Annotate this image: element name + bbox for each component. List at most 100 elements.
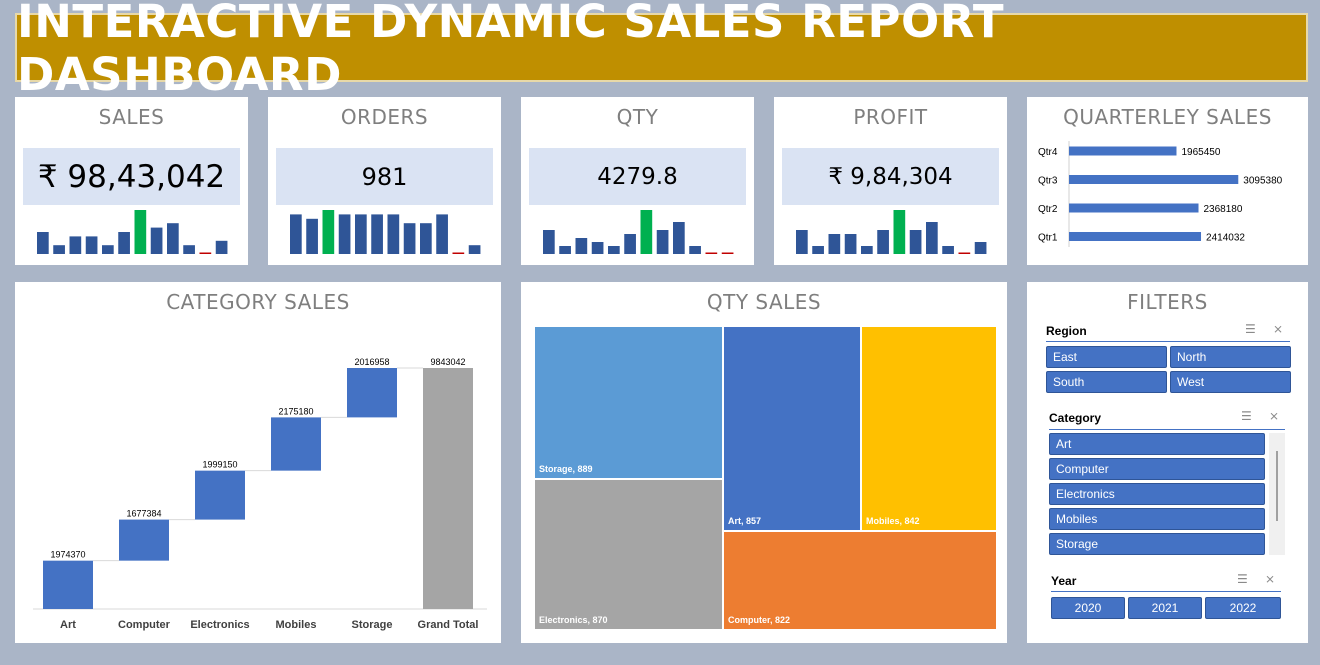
- category-data-label: 1974370: [50, 550, 85, 560]
- profit-sparkline-bar: [942, 246, 954, 254]
- category-option-electronics[interactable]: Electronics: [1049, 483, 1265, 505]
- category-option-art[interactable]: Art: [1049, 433, 1265, 455]
- multi-select-icon[interactable]: ☰: [1245, 322, 1256, 336]
- qty-sparkline-bar: [689, 246, 701, 254]
- profit-sparkline-bar: [958, 252, 971, 254]
- category-option-mobiles[interactable]: Mobiles: [1049, 508, 1265, 530]
- clear-filter-icon[interactable]: ⨯: [1273, 322, 1284, 336]
- profit-sparkline-bar: [926, 222, 938, 254]
- category-option-storage[interactable]: Storage: [1049, 533, 1265, 555]
- orders-sparkline-bar: [452, 252, 465, 254]
- year-option-2020[interactable]: 2020: [1051, 597, 1125, 619]
- treemap-storage: Storage, 889: [534, 326, 723, 479]
- orders-sparkline-bar: [371, 214, 383, 254]
- category-bar: [195, 470, 245, 520]
- qty-sparkline-bar: [721, 252, 734, 254]
- dashboard-title: INTERACTIVE DYNAMIC SALES REPORT DASHBOA…: [17, 0, 1005, 101]
- multi-select-icon[interactable]: ☰: [1237, 572, 1248, 586]
- category-option-computer[interactable]: Computer: [1049, 458, 1265, 480]
- qty-sparkline-bar: [656, 230, 669, 254]
- orders-sparkline-bar: [403, 223, 416, 254]
- sales-sparkline-bar: [150, 227, 163, 254]
- category-data-label: 9843042: [430, 357, 465, 367]
- category-bar: [119, 519, 169, 561]
- year-slicer-label: Year: [1051, 574, 1077, 588]
- treemap-art-label: Art, 857: [728, 516, 762, 526]
- category-tick-label: Electronics: [190, 619, 249, 631]
- category-slicer-label: Category: [1049, 411, 1102, 425]
- category-tick-label: Mobiles: [276, 619, 317, 631]
- orders-sparkline-bar: [420, 223, 432, 254]
- year-option-2021[interactable]: 2021: [1128, 597, 1202, 619]
- sales-title: SALES: [98, 105, 165, 129]
- sales-sparkline-bar: [183, 245, 195, 254]
- orders-sparkline-bar: [306, 218, 318, 254]
- sales-card: SALES ₹ 98,43,042: [15, 97, 248, 265]
- quarterly-bar: [1069, 175, 1239, 184]
- category-scrollbar[interactable]: [1269, 433, 1285, 555]
- qty-sales-title: QTY SALES: [706, 290, 822, 314]
- scrollbar-thumb[interactable]: [1276, 451, 1278, 521]
- profit-title: PROFIT: [853, 105, 928, 129]
- sales-sparkline-bar: [118, 232, 130, 254]
- quarterly-bar: [1069, 203, 1199, 213]
- category-bar: [271, 417, 321, 471]
- region-option-west[interactable]: West: [1170, 371, 1291, 393]
- qty-sparkline: [543, 210, 734, 254]
- category-bar: [347, 368, 397, 418]
- qty-sparkline-bar: [673, 222, 685, 254]
- sales-sparkline-bar: [85, 236, 98, 254]
- category-sales-chart: 1974370 Art 1677384 Computer 1999150 Electron…: [33, 357, 487, 631]
- category-sales-title: CATEGORY SALES: [166, 290, 350, 314]
- quarterly-bar: [1069, 232, 1202, 241]
- orders-sparkline-bar: [436, 214, 448, 254]
- quarterly-tick-label: Qtr4: [1038, 147, 1058, 158]
- multi-select-icon[interactable]: ☰: [1241, 409, 1252, 423]
- orders-sparkline-bar: [290, 214, 302, 254]
- qty-sparkline-bar: [640, 210, 653, 254]
- sales-sparkline-bar: [102, 245, 114, 254]
- qty-card: QTY 4279.8: [521, 97, 754, 265]
- quarterly-data-label: 2414032: [1206, 233, 1245, 244]
- treemap-mobiles: Mobiles, 842: [861, 326, 997, 531]
- category-tick-label: Storage: [352, 619, 393, 631]
- year-divider: [1051, 591, 1281, 592]
- treemap-mobiles-label: Mobiles, 842: [866, 516, 920, 526]
- region-option-south[interactable]: South: [1046, 371, 1167, 393]
- orders-sparkline: [290, 210, 481, 254]
- profit-sparkline-bar: [796, 230, 808, 254]
- region-option-east[interactable]: East: [1046, 346, 1167, 368]
- sales-sparkline-bar: [215, 240, 228, 254]
- treemap-art: Art, 857: [723, 326, 861, 531]
- profit-value: ₹ 9,84,304: [782, 148, 999, 205]
- region-option-north[interactable]: North: [1170, 346, 1291, 368]
- qty-sparkline-bar: [559, 246, 571, 254]
- clear-filter-icon[interactable]: ⨯: [1269, 409, 1280, 423]
- title-banner: INTERACTIVE DYNAMIC SALES REPORT DASHBOA…: [15, 0, 1308, 101]
- filters-card: FILTERS Region ☰ ⨯ East North South West…: [1027, 282, 1308, 643]
- category-sales-card: CATEGORY SALES 1974370 Art 1677384 Computer…: [15, 282, 501, 643]
- qty-sparkline-bar: [575, 238, 588, 254]
- category-tick-label: Art: [60, 619, 76, 631]
- profit-sparkline-bar: [877, 230, 889, 254]
- profit-card: PROFIT ₹ 9,84,304: [774, 97, 1007, 265]
- filters-title: FILTERS: [1127, 290, 1208, 314]
- treemap-computer-label: Computer, 822: [728, 615, 791, 625]
- orders-sparkline-bar: [387, 214, 400, 254]
- profit-sparkline-bar: [844, 234, 857, 254]
- quarterly-tick-label: Qtr2: [1038, 204, 1058, 215]
- year-option-2022[interactable]: 2022: [1205, 597, 1281, 619]
- sales-sparkline: [37, 210, 228, 254]
- quarterly-sales-title: QUARTERLEY SALES: [1063, 105, 1272, 129]
- profit-sparkline-bar: [812, 246, 824, 254]
- sales-sparkline-bar: [167, 223, 179, 254]
- orders-card: ORDERS 981: [268, 97, 501, 265]
- category-data-label: 2016958: [354, 357, 389, 367]
- quarterly-tick-label: Qtr1: [1038, 233, 1058, 244]
- category-data-label: 2175180: [278, 406, 313, 416]
- clear-filter-icon[interactable]: ⨯: [1265, 572, 1276, 586]
- orders-sparkline-bar: [355, 214, 367, 254]
- treemap-electronics: Electronics, 870: [534, 479, 723, 630]
- quarterly-bar: [1069, 146, 1177, 156]
- category-data-label: 1677384: [126, 509, 161, 519]
